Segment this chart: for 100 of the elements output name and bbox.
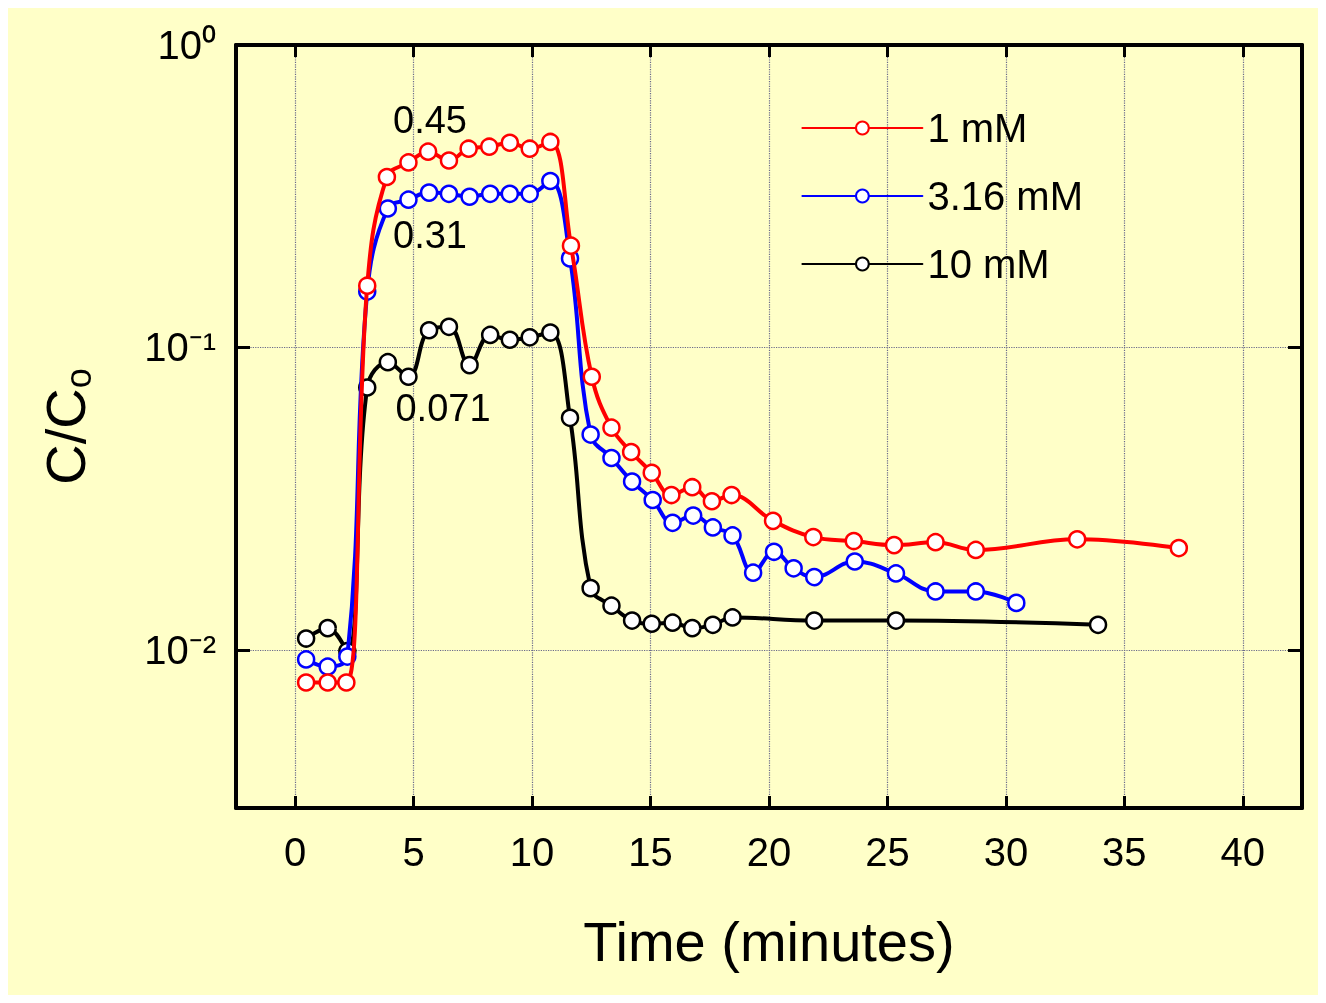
point xyxy=(663,613,682,632)
point xyxy=(764,542,784,562)
point xyxy=(500,133,520,153)
point xyxy=(581,425,600,444)
point xyxy=(439,184,459,204)
point xyxy=(683,477,702,497)
point xyxy=(622,611,642,630)
point xyxy=(541,323,560,342)
x-axis-title: Time (minutes) xyxy=(583,909,955,973)
point xyxy=(399,367,418,386)
point xyxy=(702,492,722,511)
point xyxy=(722,485,741,505)
legend-label: 3.16 mM xyxy=(927,174,1083,218)
point xyxy=(602,418,621,437)
legend-label: 1 mM xyxy=(927,106,1028,150)
point xyxy=(560,408,580,428)
point xyxy=(318,673,337,692)
y-tick-label: 10⁻² xyxy=(144,627,216,672)
point xyxy=(318,657,337,676)
point xyxy=(643,490,662,510)
point xyxy=(886,564,906,583)
point xyxy=(439,151,459,170)
point xyxy=(926,582,945,601)
annotation: 0.45 xyxy=(393,99,467,141)
point xyxy=(804,527,823,547)
point xyxy=(683,618,702,638)
point xyxy=(763,511,783,531)
point xyxy=(845,552,864,571)
point xyxy=(884,535,904,555)
point xyxy=(581,578,600,598)
point xyxy=(480,184,500,204)
point xyxy=(602,596,621,615)
point xyxy=(966,540,986,560)
point xyxy=(399,153,418,172)
point xyxy=(1088,615,1108,635)
y-axis-title: C/Co xyxy=(33,368,99,485)
point xyxy=(418,142,438,161)
point xyxy=(296,673,316,692)
x-tick-label: 15 xyxy=(628,830,673,874)
x-tick-label: 0 xyxy=(284,830,307,874)
annotation: 0.071 xyxy=(395,387,491,429)
point xyxy=(1007,593,1026,613)
point xyxy=(663,513,682,533)
point xyxy=(622,472,642,491)
point xyxy=(541,132,560,152)
point xyxy=(642,463,661,483)
point xyxy=(358,276,377,295)
point xyxy=(743,563,763,582)
point xyxy=(805,567,824,587)
point xyxy=(966,582,986,601)
legend-label: 10 mM xyxy=(927,242,1050,286)
point xyxy=(520,139,539,158)
point xyxy=(337,673,356,692)
point xyxy=(926,532,945,552)
point xyxy=(439,317,459,337)
x-tick-label: 40 xyxy=(1220,830,1266,874)
point xyxy=(1169,538,1189,558)
point xyxy=(723,526,742,545)
y-tick-label: 10⁻¹ xyxy=(144,325,216,370)
point xyxy=(1067,530,1087,549)
x-tick-label: 20 xyxy=(746,830,792,874)
point xyxy=(419,183,439,202)
point xyxy=(399,190,418,209)
point xyxy=(419,320,439,340)
y-tick-label: 10⁰ xyxy=(157,23,216,67)
x-tick-label: 5 xyxy=(402,830,425,874)
x-tick-label: 30 xyxy=(983,830,1029,874)
point xyxy=(460,187,479,206)
point xyxy=(844,531,864,551)
point xyxy=(500,184,520,204)
point xyxy=(683,506,703,525)
point xyxy=(561,236,581,255)
x-tick-label: 25 xyxy=(865,830,910,874)
point xyxy=(520,328,539,347)
x-tick-label: 10 xyxy=(509,830,555,874)
point xyxy=(886,611,906,630)
point xyxy=(296,650,316,669)
point xyxy=(784,559,803,578)
point xyxy=(703,615,723,635)
point xyxy=(318,618,337,638)
point xyxy=(480,325,500,345)
point xyxy=(378,199,398,218)
point xyxy=(703,518,723,537)
point xyxy=(642,614,661,633)
point xyxy=(621,442,641,462)
annotation: 0.31 xyxy=(393,214,467,256)
point xyxy=(723,608,742,627)
point xyxy=(296,629,316,648)
point xyxy=(378,352,398,372)
point xyxy=(480,137,499,156)
point xyxy=(500,330,520,350)
point xyxy=(377,167,397,187)
point xyxy=(460,355,479,375)
point xyxy=(582,367,602,386)
point xyxy=(662,485,681,505)
point xyxy=(541,171,560,191)
point xyxy=(805,611,824,630)
point xyxy=(520,184,539,204)
point xyxy=(459,139,478,158)
x-tick-label: 35 xyxy=(1102,830,1147,874)
